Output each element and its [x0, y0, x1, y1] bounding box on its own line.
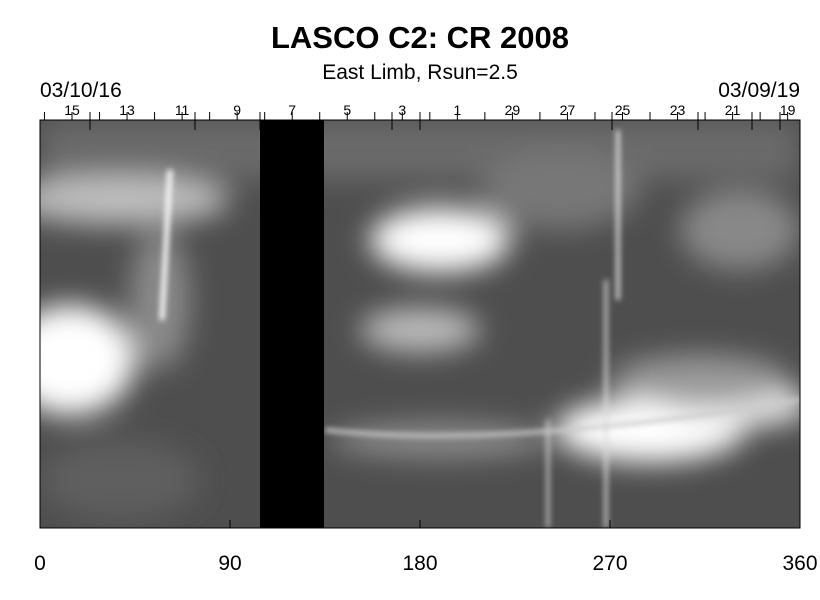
- top-tick-label: 15: [64, 102, 80, 118]
- top-tick-label: 3: [398, 102, 406, 118]
- synoptic-image: [40, 120, 800, 528]
- top-tick-label: 25: [615, 102, 631, 118]
- top-tick-label: 5: [343, 102, 351, 118]
- top-tick-label: 27: [560, 102, 576, 118]
- x-tick-label: 90: [218, 552, 241, 575]
- top-tick-label: 21: [725, 102, 741, 118]
- x-tick-label: 270: [592, 552, 627, 575]
- top-tick-label: 9: [233, 102, 241, 118]
- x-tick-label: 360: [782, 552, 817, 575]
- start-date: 03/10/16: [40, 79, 122, 102]
- top-tick-label: 11: [175, 102, 190, 118]
- x-tick-label: 0: [34, 552, 46, 575]
- end-date: 03/09/19: [718, 79, 800, 102]
- top-tick-label: 7: [288, 102, 296, 118]
- top-tick-label: 23: [670, 102, 686, 118]
- x-tick-label: 180: [402, 552, 437, 575]
- top-tick-label: 19: [780, 102, 796, 118]
- top-tick-label: 29: [505, 102, 521, 118]
- chart-subtitle: East Limb, Rsun=2.5: [322, 61, 518, 84]
- chart-title: LASCO C2: CR 2008: [271, 20, 569, 55]
- top-tick-label: 13: [119, 102, 135, 118]
- top-tick-label: 1: [453, 102, 461, 118]
